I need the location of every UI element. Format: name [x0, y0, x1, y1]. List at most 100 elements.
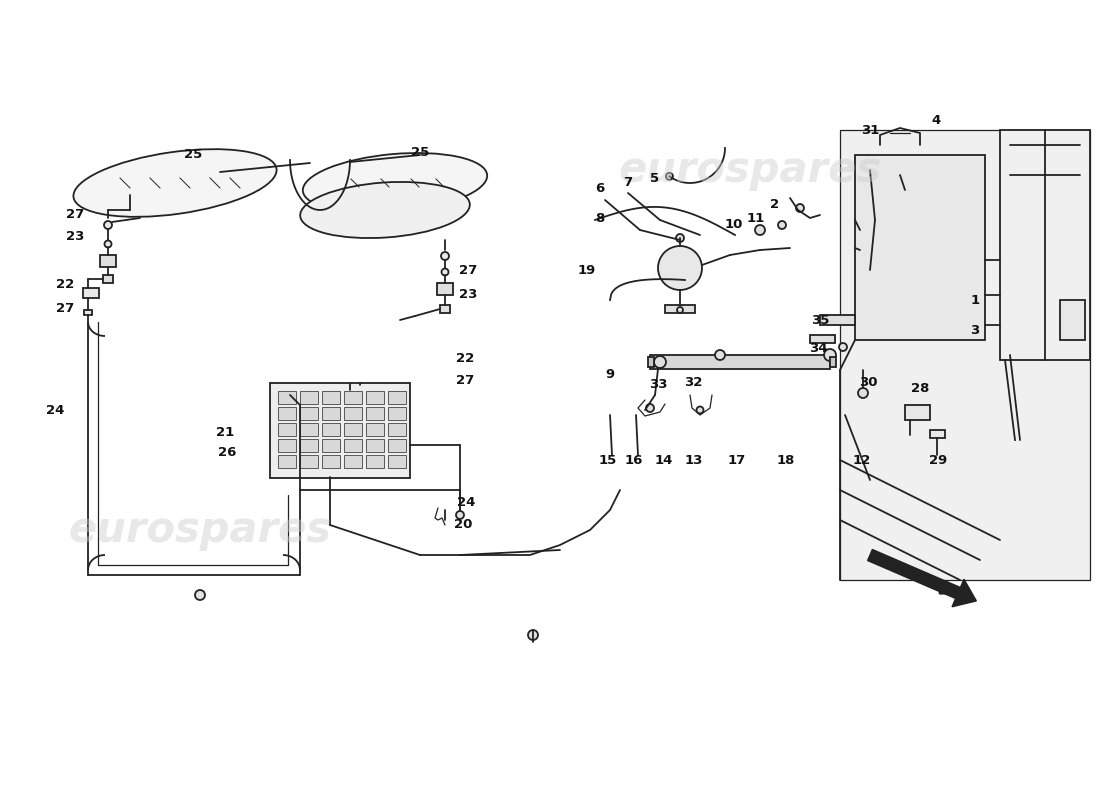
Text: 24: 24 [46, 403, 64, 417]
Bar [440, 305, 450, 313]
Bar [278, 455, 296, 468]
Bar [366, 407, 384, 420]
Bar [100, 255, 116, 267]
Text: 8: 8 [595, 211, 605, 225]
Polygon shape [840, 130, 1090, 580]
Circle shape [858, 388, 868, 398]
Text: eurospares: eurospares [618, 149, 881, 191]
Circle shape [654, 356, 666, 368]
Bar [300, 439, 318, 452]
Text: 22: 22 [455, 351, 474, 365]
Text: 4: 4 [932, 114, 940, 126]
Circle shape [104, 221, 112, 229]
Bar [437, 283, 453, 295]
Bar [388, 455, 406, 468]
Circle shape [824, 349, 836, 361]
Text: 15: 15 [598, 454, 617, 466]
Text: 27: 27 [66, 209, 84, 222]
Text: 10: 10 [725, 218, 744, 231]
Text: 17: 17 [728, 454, 746, 466]
Bar [1000, 130, 1090, 360]
Bar [322, 423, 340, 436]
Bar [388, 391, 406, 404]
Text: eurospares: eurospares [68, 509, 331, 551]
Circle shape [441, 252, 449, 260]
Bar [278, 391, 296, 404]
Bar [344, 423, 362, 436]
Bar [300, 407, 318, 420]
Circle shape [646, 404, 654, 412]
Bar [1060, 300, 1085, 340]
Text: 20: 20 [454, 518, 472, 531]
Bar [830, 357, 836, 367]
Text: 14: 14 [654, 454, 673, 466]
Bar [344, 439, 362, 452]
Text: 16: 16 [625, 454, 644, 466]
Bar [103, 275, 113, 283]
Circle shape [755, 225, 764, 235]
Bar [84, 310, 92, 315]
Circle shape [839, 343, 847, 351]
Bar [82, 288, 99, 298]
Text: 27: 27 [459, 263, 477, 277]
Bar [278, 423, 296, 436]
Circle shape [676, 307, 683, 313]
Bar [322, 439, 340, 452]
Bar [300, 455, 318, 468]
Bar [278, 439, 296, 452]
Circle shape [696, 406, 704, 414]
Text: 27: 27 [56, 302, 74, 314]
Text: 2: 2 [770, 198, 780, 210]
Bar [930, 430, 945, 438]
Bar [366, 455, 384, 468]
Bar [300, 423, 318, 436]
Bar [905, 405, 930, 420]
Circle shape [441, 269, 449, 275]
Circle shape [528, 630, 538, 640]
Circle shape [104, 241, 111, 247]
Text: 12: 12 [852, 454, 871, 466]
Text: 19: 19 [578, 263, 596, 277]
Text: 5: 5 [650, 171, 660, 185]
Text: 6: 6 [595, 182, 605, 194]
Text: 7: 7 [624, 177, 632, 190]
Bar [344, 455, 362, 468]
Text: 28: 28 [911, 382, 930, 394]
Circle shape [666, 173, 673, 180]
Bar [366, 391, 384, 404]
Bar [366, 439, 384, 452]
Bar [650, 355, 830, 369]
Text: 24: 24 [456, 497, 475, 510]
Text: 22: 22 [56, 278, 74, 291]
Circle shape [715, 350, 725, 360]
Circle shape [778, 221, 786, 229]
Circle shape [796, 204, 804, 212]
Text: 21: 21 [216, 426, 234, 439]
Text: 25: 25 [184, 149, 202, 162]
Bar [300, 391, 318, 404]
Bar [820, 315, 855, 325]
Bar [270, 383, 410, 478]
Text: 27: 27 [455, 374, 474, 386]
Circle shape [195, 590, 205, 600]
Bar [322, 455, 340, 468]
Polygon shape [855, 155, 984, 340]
Text: 13: 13 [685, 454, 703, 466]
Bar [344, 391, 362, 404]
Bar [344, 407, 362, 420]
Text: 35: 35 [811, 314, 829, 326]
Bar [388, 407, 406, 420]
Bar [322, 407, 340, 420]
Text: 31: 31 [861, 123, 879, 137]
Text: 25: 25 [411, 146, 429, 158]
Text: 29: 29 [928, 454, 947, 466]
Text: 9: 9 [605, 369, 615, 382]
Ellipse shape [300, 182, 470, 238]
Circle shape [456, 511, 464, 519]
Ellipse shape [74, 149, 276, 217]
Bar [278, 407, 296, 420]
Text: 23: 23 [66, 230, 85, 243]
Text: 32: 32 [684, 375, 702, 389]
Text: 18: 18 [777, 454, 795, 466]
Ellipse shape [302, 153, 487, 213]
